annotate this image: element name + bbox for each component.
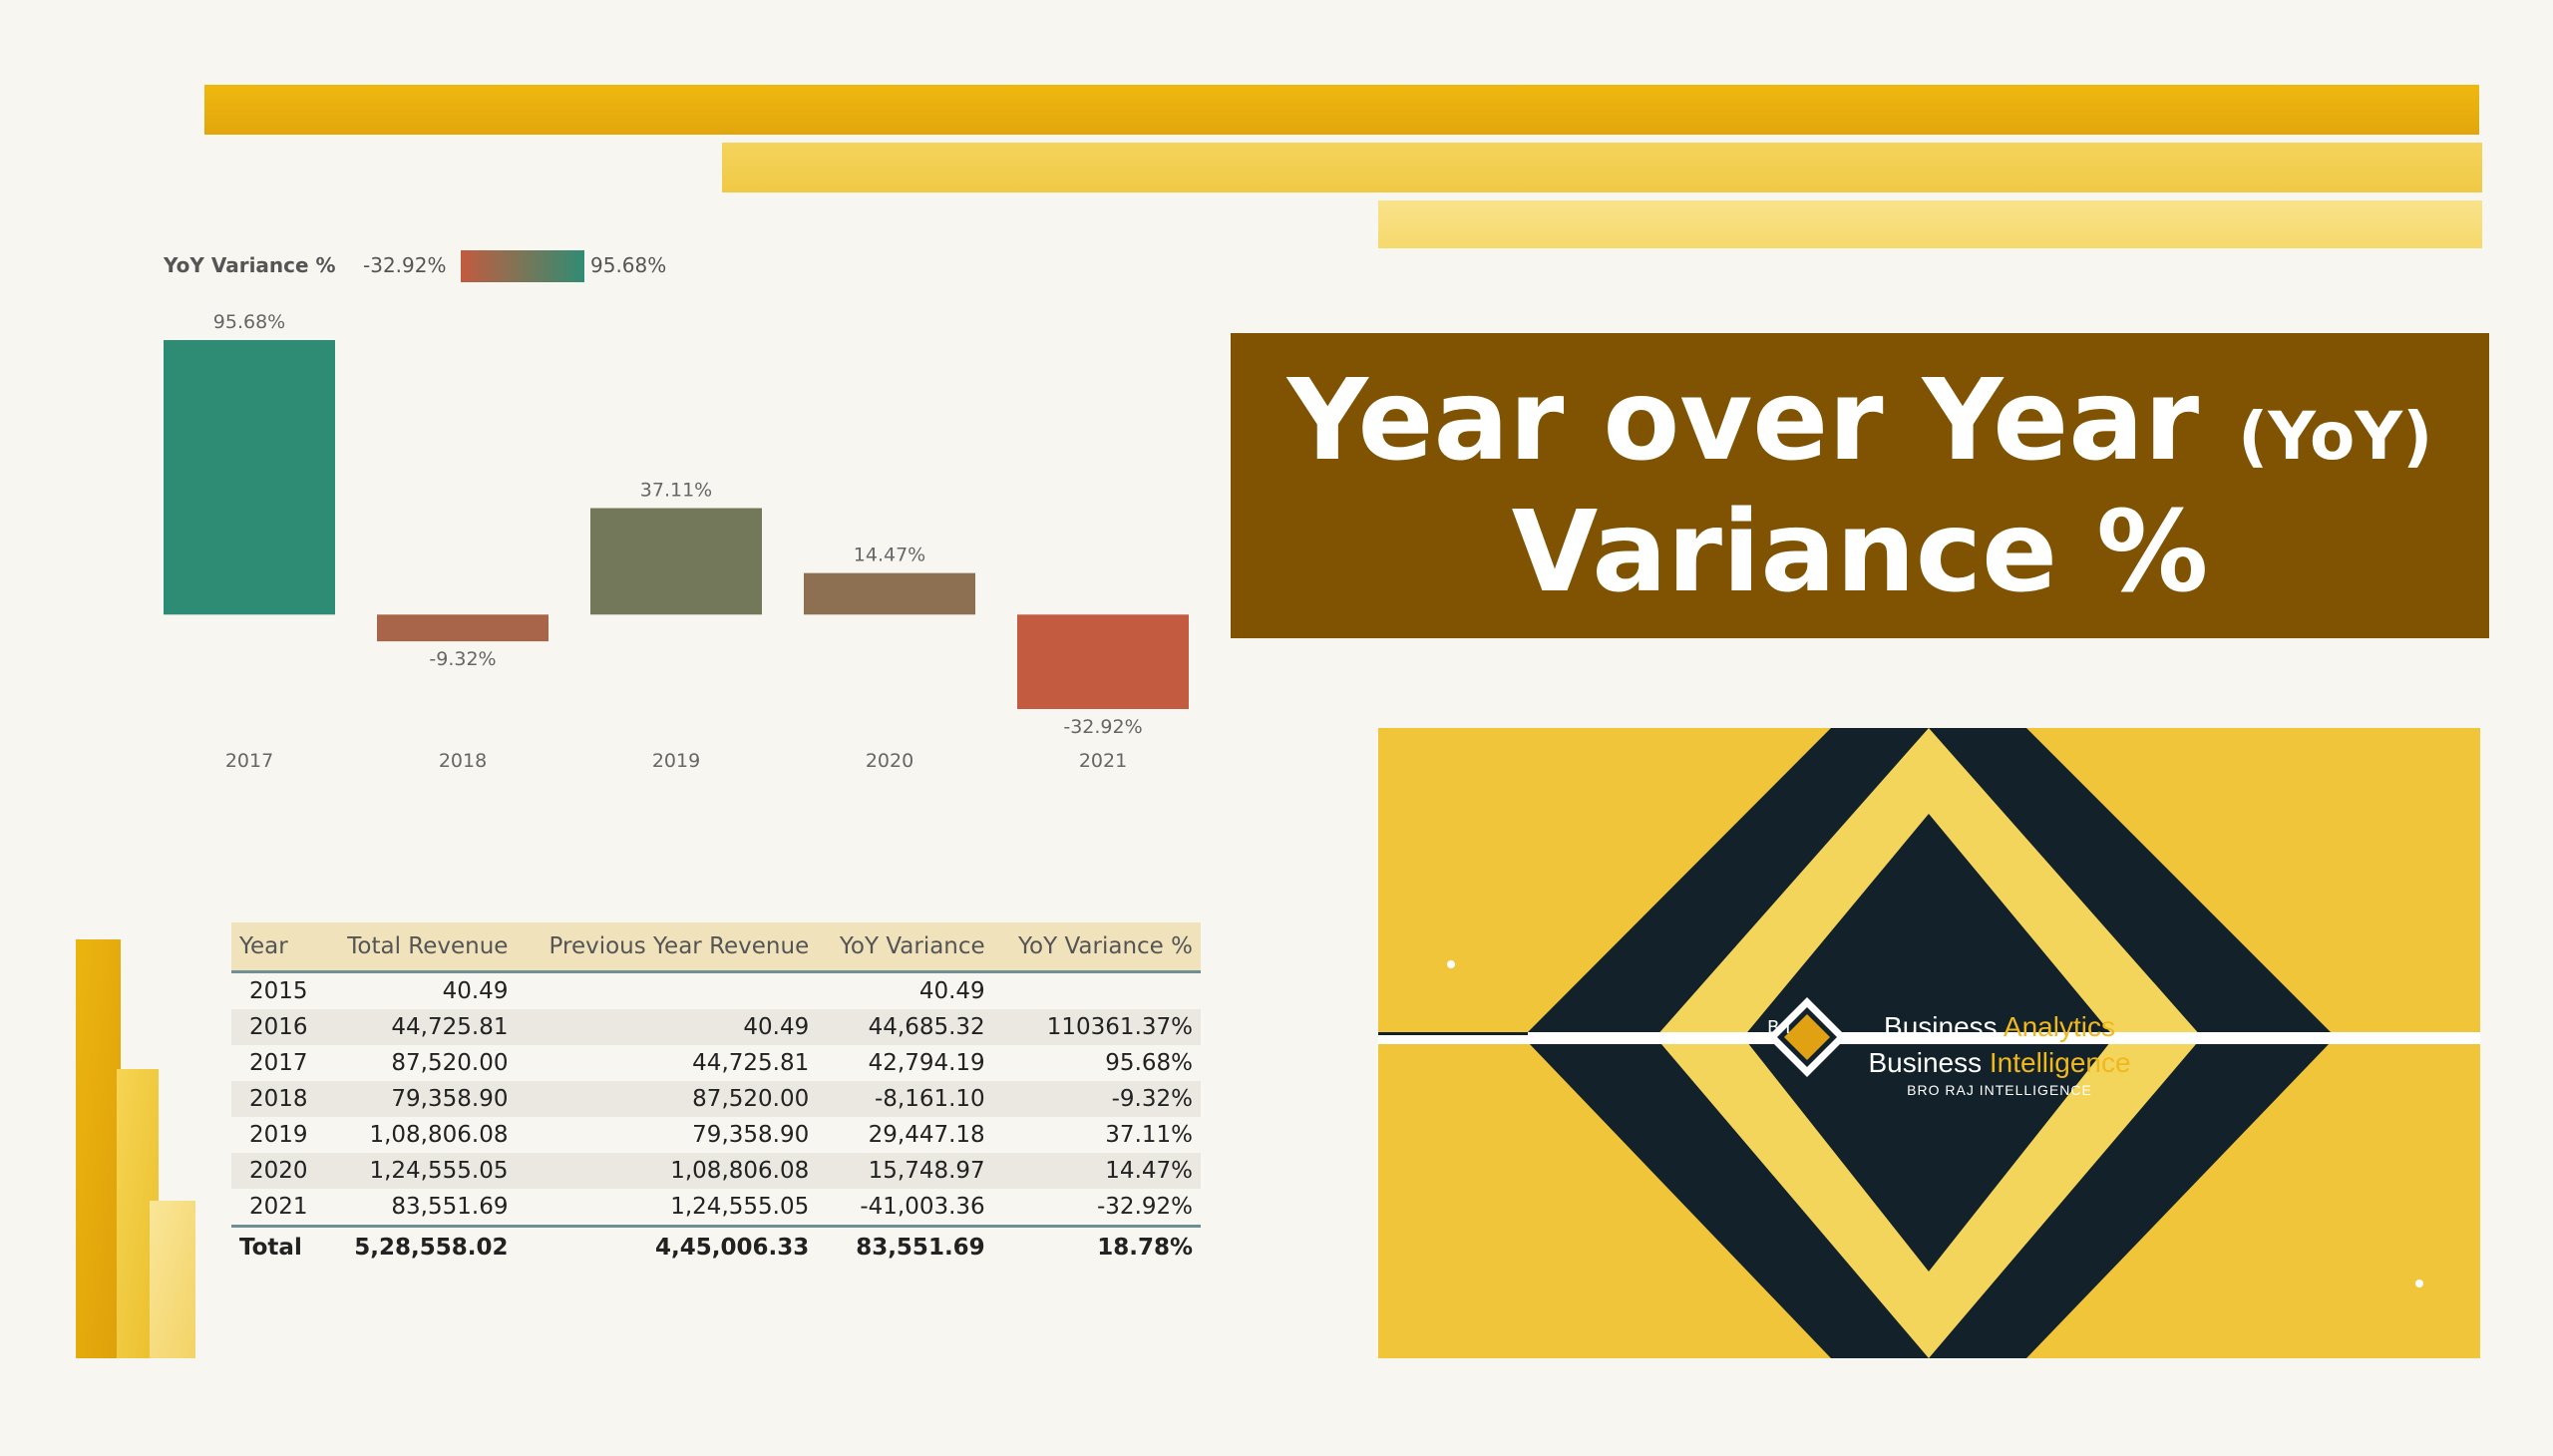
title-main: Year over Year (1286, 356, 2200, 486)
chart-bar[interactable] (377, 614, 548, 642)
logo-line-2-b: Intelligence (1989, 1047, 2131, 1078)
column-header[interactable]: YoY Variance (817, 922, 993, 973)
table-cell: -8,161.10 (817, 1081, 993, 1117)
table-header-row: Year Total Revenue Previous Year Revenue… (231, 922, 1201, 973)
table-cell: 1,24,555.05 (670, 1194, 810, 1220)
chart-bar[interactable] (1017, 614, 1189, 709)
table-row: 2018 79,358.90 87,520.00 -8,161.10 -9.32% (231, 1081, 1201, 1117)
page-title-banner: Year over Year (YoY) Variance % (1231, 333, 2489, 638)
table-cell (993, 972, 1201, 1010)
table-row: 2021 83,551.69 1,24,555.05 -41,003.36 -32.92… (231, 1189, 1201, 1227)
chart-bar[interactable] (164, 340, 335, 615)
page-title-line1: Year over Year (YoY) (1231, 351, 2489, 507)
logo-badge-text: B I (1767, 1017, 1791, 1038)
table-row: 2020 1,24,555.05 1,08,806.08 15,748.97 14.47… (231, 1153, 1201, 1189)
table-cell: 42,794.19 (868, 1050, 985, 1076)
decor-strip-middle (722, 143, 2482, 192)
chart-bar[interactable] (590, 508, 762, 615)
brand-logo-panel: B I Business Analytics Business Intellig… (1378, 728, 2480, 1358)
table-cell: 2018 (231, 1081, 324, 1117)
chart-bar[interactable] (804, 572, 975, 615)
decor-strip-bottom (1378, 200, 2482, 248)
legend-max: 95.68% (590, 253, 666, 277)
table-cell: 2017 (249, 1050, 308, 1076)
total-cell: 5,28,558.02 (323, 1225, 517, 1268)
logo-wordmark: Business Analytics Business Intelligence… (1835, 1009, 2164, 1099)
table-cell: 1,08,806.08 (369, 1122, 509, 1148)
table-row: 2016 44,725.81 40.49 44,685.32 110361.37% (231, 1009, 1201, 1045)
table-cell: 40.49 (516, 1009, 818, 1045)
table-cell: -41,003.36 (860, 1194, 985, 1220)
total-cell: Total (231, 1225, 324, 1268)
table-cell: 15,748.97 (817, 1153, 993, 1189)
table-cell: 40.49 (918, 978, 985, 1004)
legend-gradient (461, 250, 584, 282)
column-header[interactable]: YoY Variance % (992, 922, 1201, 973)
logo-tagline: BRO RAJ INTELLIGENCE (1907, 1082, 2092, 1098)
legend-label: YoY Variance % (163, 253, 336, 277)
table-row: 2015 40.49 40.49 (231, 972, 1201, 1010)
table-cell: 2015 (249, 978, 308, 1004)
table-cell: 95.68% (1105, 1050, 1193, 1076)
x-tick-label: 2017 (225, 750, 273, 772)
decor-strip-top (204, 85, 2479, 135)
column-header[interactable]: Previous Year Revenue (516, 922, 818, 973)
page-title-line2: Variance % (1511, 488, 2209, 617)
column-header[interactable]: Year (231, 922, 324, 973)
table-cell: 37.11% (1105, 1122, 1193, 1148)
table-cell: 29,447.18 (868, 1122, 985, 1148)
x-tick-label: 2019 (652, 750, 700, 772)
badge-diamond-inner (1784, 1014, 1830, 1060)
total-cell: 83,551.69 (817, 1225, 993, 1268)
table-cell: 2020 (231, 1153, 324, 1189)
table-cell: 2019 (249, 1122, 308, 1148)
data-label: 14.47% (854, 545, 925, 566)
legend-min: -32.92% (363, 253, 446, 277)
x-tick-label: 2020 (866, 750, 913, 772)
table-cell: -32.92% (1097, 1194, 1193, 1220)
total-cell: 18.78% (992, 1225, 1201, 1268)
table-cell: 44,725.81 (692, 1050, 810, 1076)
x-tick-label: 2018 (439, 750, 487, 772)
table-cell: 79,358.90 (692, 1122, 810, 1148)
table-cell: -9.32% (992, 1081, 1201, 1117)
table-cell: 87,520.00 (516, 1081, 818, 1117)
table-row: 2019 1,08,806.08 79,358.90 29,447.18 37.11% (231, 1117, 1201, 1153)
total-cell: 4,45,006.33 (516, 1225, 818, 1268)
table-cell: 110361.37% (992, 1009, 1201, 1045)
logo-line-1-b: Analytics (2003, 1011, 2115, 1042)
table-cell: 87,520.00 (391, 1050, 509, 1076)
logo-line-1: Business Analytics (1835, 1009, 2164, 1045)
column-header[interactable]: Total Revenue (323, 922, 517, 973)
logo-line-1-a: Business (1884, 1011, 2004, 1042)
table-cell: 1,08,806.08 (516, 1153, 818, 1189)
chart-legend: YoY Variance % -32.92% 95.68% (163, 250, 666, 282)
table-cell: 44,685.32 (817, 1009, 993, 1045)
table-cell: 14.47% (992, 1153, 1201, 1189)
table-cell: 83,551.69 (391, 1194, 509, 1220)
table-cell: 2016 (231, 1009, 324, 1045)
table-cell: 44,725.81 (323, 1009, 517, 1045)
table-cell (516, 972, 817, 1010)
table-cell: 1,24,555.05 (323, 1153, 517, 1189)
revenue-table: Year Total Revenue Previous Year Revenue… (231, 922, 1201, 1268)
data-label: -32.92% (1063, 716, 1142, 738)
yoy-variance-chart: YoY Variance % -32.92% 95.68% 95.68% 2017… (163, 250, 1189, 772)
logo-line-2-a: Business (1868, 1047, 1990, 1078)
table-row: 2017 87,520.00 44,725.81 42,794.19 95.68% (231, 1045, 1201, 1081)
data-label: 95.68% (213, 311, 285, 333)
table-cell: 2021 (249, 1194, 308, 1220)
title-abbr: (YoY) (2238, 398, 2433, 475)
x-tick-label: 2021 (1079, 750, 1127, 772)
table-cell: 79,358.90 (323, 1081, 517, 1117)
logo-line-2: Business Intelligence (1835, 1045, 2164, 1081)
data-label: 37.11% (640, 480, 712, 502)
table-total-row: Total 5,28,558.02 4,45,006.33 83,551.69 … (231, 1225, 1201, 1268)
table-cell: 40.49 (442, 978, 509, 1004)
data-label: -9.32% (429, 648, 496, 670)
powerbi-icon (76, 939, 195, 1358)
